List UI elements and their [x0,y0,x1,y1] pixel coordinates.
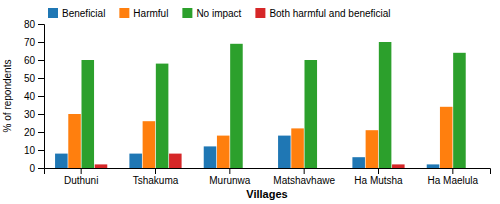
tick-label: 70 [24,37,36,48]
tick-mark [378,168,379,174]
tick-mark [38,114,44,115]
tick-label: 30 [24,109,36,120]
tick-label: Tshakuma [133,175,179,186]
legend-swatch [119,8,129,18]
tick-label: 0 [29,163,35,174]
tick: Ha Mutsha [354,168,403,186]
tick-mark [452,168,453,174]
plot: Duthuni Tshakuma Murunwa Matshavhawe Ha Muts… [24,19,491,186]
bar [204,146,217,168]
bar [81,60,94,168]
bar [55,154,68,168]
bar [392,164,405,168]
bar [352,157,365,168]
tick-label: Ha Maelula [428,175,479,186]
bar [366,130,379,168]
bar [291,128,304,168]
bar [169,154,182,168]
axis-line [45,169,491,175]
bar [243,168,256,169]
bar [156,64,169,168]
tick: Ha Maelula [428,168,479,186]
tick: 20 [24,127,44,138]
tick: 40 [24,91,44,102]
legend-item: Beneficial [48,8,105,19]
x-axis: Duthuni Tshakuma Murunwa Matshavhawe Ha Muts… [45,168,491,186]
bar [129,154,142,168]
legend-swatch [255,8,265,18]
tick-mark [38,24,44,25]
tick-label: 80 [24,19,36,30]
bar-series [95,154,405,168]
bar [304,60,317,168]
tick-mark [38,168,44,169]
bar [453,53,466,168]
bar [379,42,392,168]
legend: Beneficial Harmful No impact Both harmful a… [48,8,391,19]
chart: Duthuni Tshakuma Murunwa Matshavhawe Ha Muts… [0,0,500,204]
tick: Murunwa [209,168,251,186]
legend-item: Both harmful and beneficial [255,8,390,19]
legend-item: No impact [182,8,241,19]
tick-label: 50 [24,73,36,84]
tick-mark [38,78,44,79]
tick-mark [38,96,44,97]
tick-mark [229,168,230,174]
tick-mark [38,150,44,151]
tick-label: Duthuni [64,175,98,186]
tick-mark [304,168,305,174]
tick-label: 60 [24,55,36,66]
tick-label: 10 [24,145,36,156]
legend-label: Harmful [133,8,168,19]
bar [440,107,453,168]
tick: 70 [24,37,44,48]
tick-mark [38,132,44,133]
tick: Tshakuma [133,168,179,186]
tick: 80 [24,19,44,30]
bar [217,136,230,168]
y-axis: 0 10 20 30 40 50 60 70 80 [24,19,45,174]
bars [55,42,466,168]
tick-mark [38,42,44,43]
tick-label: 40 [24,91,36,102]
bar-series [81,42,465,168]
legend-label: Beneficial [62,8,105,19]
tick: 50 [24,73,44,84]
tick-label: Ha Mutsha [354,175,403,186]
bar [318,168,331,169]
tick-mark [155,168,156,174]
legend-label: No impact [196,8,241,19]
tick-label: 20 [24,127,36,138]
legend-swatch [48,8,58,18]
bar [466,168,479,169]
tick: 10 [24,145,44,156]
axis-line [38,25,45,169]
bar [230,44,243,168]
bar [427,164,440,168]
y-axis-title: % of repondents [2,60,13,133]
bar [68,114,81,168]
x-axis-title: Villages [246,188,287,200]
legend-item: Harmful [119,8,168,19]
bar [278,136,291,168]
legend-label: Both harmful and beneficial [269,8,390,19]
tick: Duthuni [64,168,98,186]
tick: 60 [24,55,44,66]
bar [95,164,108,168]
tick-mark [81,168,82,174]
bar-series [68,107,452,168]
bar [143,121,156,168]
tick-label: Murunwa [209,175,251,186]
legend-swatch [182,8,192,18]
tick: Matshavhawe [273,168,335,186]
tick-label: Matshavhawe [273,175,335,186]
tick: 30 [24,109,44,120]
tick-mark [38,60,44,61]
tick: 0 [29,163,44,174]
